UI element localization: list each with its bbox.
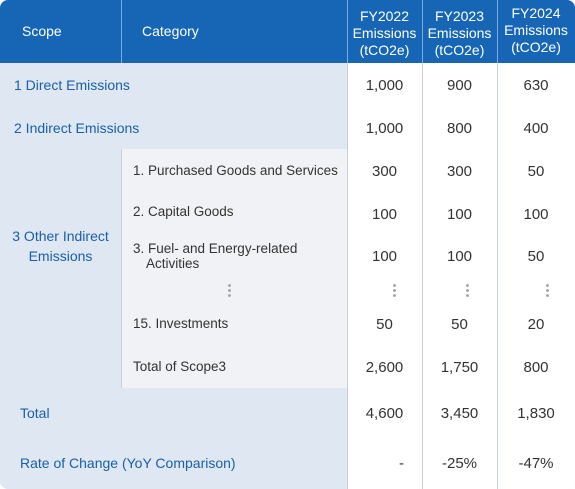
scope1-row	[0, 63, 347, 106]
scope3-total-fy2023: 1,750	[440, 359, 479, 376]
scope2-label: 2 Indirect Emissions	[14, 120, 140, 136]
scope3-label: 3 Other Indirect Emissions	[12, 228, 109, 264]
scope3-cat1-fy2023: 300	[446, 163, 473, 180]
rate-label: Rate of Change (YoY Comparison)	[20, 455, 236, 471]
scope2-fy2022: 1,000	[365, 120, 404, 137]
scope1-label: 1 Direct Emissions	[14, 77, 130, 93]
total-fy2022: 4,600	[365, 405, 404, 422]
scope3-cat3-fy2024: 50	[527, 248, 545, 265]
scope1-fy2024: 630	[523, 77, 549, 94]
vertical-ellipsis-icon	[393, 283, 396, 297]
table-header	[0, 0, 575, 63]
scope3-cat2-label: 2. Capital Goods	[133, 204, 234, 219]
scope3-cat1-fy2022: 300	[371, 163, 398, 180]
scope2-row	[0, 106, 347, 149]
scope1-fy2022: 1,000	[365, 77, 404, 94]
scope3-cat2-fy2024: 100	[523, 206, 549, 223]
scope3-total-label: Total of Scope3	[133, 359, 227, 374]
scope3-cat1-fy2024: 50	[527, 163, 545, 180]
rate-fy2023: -25%	[441, 455, 478, 472]
total-fy2023: 3,450	[440, 405, 479, 422]
scope3-cat3-label: 3. Fuel- and Energy-related Activities	[133, 241, 298, 271]
header-category: Category	[142, 23, 199, 39]
total-label: Total	[20, 405, 50, 421]
header-fy2022: FY2022 Emissions (tCO2e)	[352, 8, 417, 58]
scope3-cat3-fy2022: 100	[371, 248, 398, 265]
header-fy2023: FY2023 Emissions (tCO2e)	[427, 8, 492, 58]
scope3-cat15-label: 15. Investments	[133, 316, 229, 331]
scope3-cat1-label: 1. Purchased Goods and Services	[133, 163, 338, 178]
scope3-cat15-fy2024: 20	[527, 316, 545, 333]
scope3-cat2-fy2023: 100	[446, 206, 473, 223]
total-fy2024: 1,830	[517, 405, 555, 422]
scope3-cat15-fy2022: 50	[376, 316, 393, 333]
scope2-fy2023: 800	[446, 120, 473, 137]
header-fy2024: FY2024 Emissions (tCO2e)	[504, 5, 568, 55]
scope3-total-fy2024: 800	[523, 359, 549, 376]
scope3-cat3-fy2023: 100	[446, 248, 473, 265]
vertical-ellipsis-icon	[546, 283, 549, 297]
scope3-cat2-fy2022: 100	[371, 206, 398, 223]
scope3-cat15-fy2023: 50	[451, 316, 468, 333]
scope2-fy2024: 400	[523, 120, 549, 137]
vertical-ellipsis-icon	[228, 283, 231, 297]
total-row	[0, 388, 347, 489]
scope3-row	[0, 149, 121, 388]
rate-fy2022: -	[399, 455, 404, 472]
rate-fy2024: -47%	[518, 455, 554, 472]
header-scope: Scope	[22, 23, 62, 39]
scope3-categories	[121, 149, 347, 388]
scope3-total-fy2022: 2,600	[365, 359, 404, 376]
scope1-fy2023: 900	[446, 77, 473, 94]
vertical-ellipsis-icon	[466, 283, 469, 297]
